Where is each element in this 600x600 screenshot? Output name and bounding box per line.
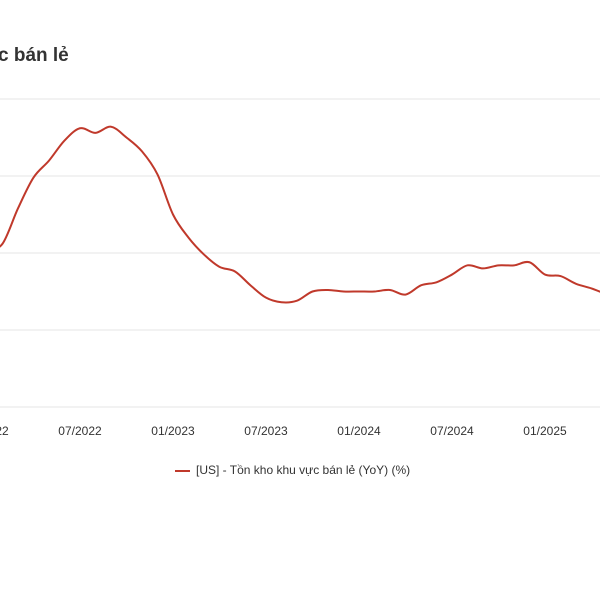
- plot: [0, 125, 600, 304]
- legend[interactable]: [US] - Tồn kho khu vực bán lẻ (YoY) (%): [175, 463, 410, 477]
- x-tick-label: 01/2022: [0, 424, 9, 438]
- x-tick-label: 01/2023: [151, 424, 195, 438]
- x-tick-label: 07/2022: [58, 424, 102, 438]
- x-tick-label: 07/2024: [430, 424, 474, 438]
- x-tick-label: 01/2025: [523, 424, 567, 438]
- grid: 01/2022 07/2022 01/2023 07/2023 01/2024 07/20…: [0, 98, 600, 438]
- legend-label[interactable]: [US] - Tồn kho khu vực bán lẻ (YoY) (%): [196, 463, 410, 477]
- series-line: [0, 125, 600, 304]
- chart-title: c bán lẻ: [0, 45, 69, 66]
- x-tick-label: 07/2023: [244, 424, 288, 438]
- x-tick-label: 01/2024: [337, 424, 381, 438]
